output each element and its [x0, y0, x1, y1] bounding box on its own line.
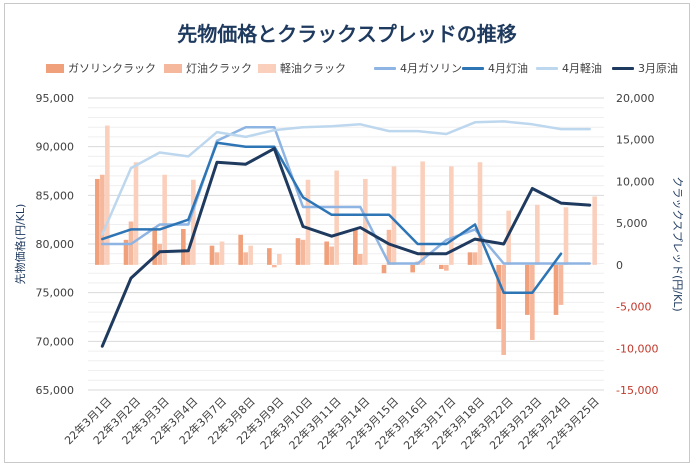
bar: [592, 196, 597, 265]
bar: [123, 239, 129, 265]
y-right-axis-title: クラックスプレッド(円/KL): [671, 176, 684, 311]
legend-item-apr-diesel: 4月軽油: [536, 60, 602, 76]
bar: [305, 179, 311, 265]
y-right-tick-label: 0: [616, 259, 623, 272]
series-line: [101, 141, 563, 294]
bar: [449, 166, 454, 265]
bar: [496, 264, 501, 330]
legend-item-mar-crude: 3月原油: [612, 60, 678, 76]
bar: [152, 227, 157, 265]
series-line: [101, 125, 591, 265]
bar: [506, 210, 511, 265]
y-right-tick-label: 5,000: [616, 217, 648, 230]
bar: [243, 252, 248, 265]
legend-item-kerosene-crack: 灯油クラック: [164, 60, 252, 76]
bar: [209, 245, 215, 265]
y-right-tick-label: 20,000: [616, 92, 655, 105]
bar: [558, 264, 564, 305]
bar: [391, 166, 397, 265]
bar: [386, 229, 392, 265]
y-left-tick-label: 80,000: [36, 238, 75, 251]
bar: [95, 178, 100, 265]
bar: [363, 178, 368, 265]
y-left-tick-label: 95,000: [36, 92, 75, 105]
bar: [157, 244, 162, 265]
y-right-tick-label: 10,000: [616, 175, 655, 188]
legend-swatch: [164, 63, 182, 73]
bar: [162, 174, 167, 265]
bar: [181, 228, 186, 265]
bar: [214, 252, 220, 265]
bar: [186, 249, 191, 265]
bar: [219, 241, 225, 265]
legend-label: 4月灯油: [488, 62, 528, 75]
legend-item-apr-kerosene: 4月灯油: [462, 60, 528, 76]
bar: [563, 207, 569, 265]
bar: [525, 264, 530, 315]
bar: [248, 245, 253, 265]
bar: [358, 254, 363, 265]
y-right-tick-label: -10,000: [616, 342, 658, 355]
bar: [439, 264, 444, 270]
y-left-axis-title: 先物価格(円/KL): [13, 204, 27, 285]
legend-swatch: [612, 66, 634, 70]
y-left-tick-label: 65,000: [36, 384, 75, 397]
legend-label: 3月原油: [638, 62, 678, 75]
y-right-tick-label: -5,000: [616, 301, 651, 314]
bar: [353, 229, 358, 265]
legend-label: 灯油クラック: [186, 62, 252, 75]
bar: [420, 161, 425, 265]
bar: [277, 254, 282, 265]
legend-swatch: [462, 66, 484, 70]
bar: [324, 241, 329, 265]
legend-label: ガソリンクラック: [68, 62, 156, 75]
y-left-tick-label: 75,000: [36, 287, 75, 300]
bar: [334, 170, 339, 265]
y-right-tick-label: -15,000: [616, 384, 658, 397]
series-line: [100, 147, 592, 348]
bar: [272, 264, 277, 268]
legend-label: 4月ガソリン: [400, 62, 462, 75]
bar: [472, 252, 478, 265]
bar: [530, 264, 535, 340]
bar: [553, 264, 559, 315]
legend-swatch: [536, 66, 558, 70]
legend-swatch: [46, 63, 64, 73]
y-left-tick-label: 70,000: [36, 335, 75, 348]
legend-item-gasoline-crack: ガソリンクラック: [46, 60, 156, 76]
bar: [191, 179, 196, 265]
bar: [100, 174, 105, 265]
bar: [381, 264, 387, 274]
legend-swatch: [374, 66, 396, 70]
bar: [477, 162, 483, 265]
bar: [300, 239, 306, 265]
legend-label: 軽油クラック: [280, 62, 346, 75]
legend-item-apr-gasoline: 4月ガソリン: [374, 60, 462, 76]
bar: [467, 252, 473, 265]
bar: [329, 246, 334, 265]
legend-swatch: [258, 63, 276, 73]
y-right-tick-label: 15,000: [616, 134, 655, 147]
legend-item-diesel-crack: 軽油クラック: [258, 60, 346, 76]
bar: [535, 204, 540, 265]
legend-label: 4月軽油: [562, 62, 602, 75]
y-left-tick-label: 90,000: [36, 141, 75, 154]
bar: [133, 162, 139, 265]
y-left-tick-label: 85,000: [36, 189, 75, 202]
bar: [444, 264, 449, 271]
bar: [267, 248, 272, 265]
bar: [410, 264, 415, 273]
bar: [295, 238, 301, 265]
bar: [238, 234, 243, 265]
chart-title: 先物価格とクラックスプレッドの推移: [177, 22, 517, 46]
bar: [501, 264, 506, 355]
bar: [105, 125, 110, 265]
series-line: [101, 120, 591, 236]
